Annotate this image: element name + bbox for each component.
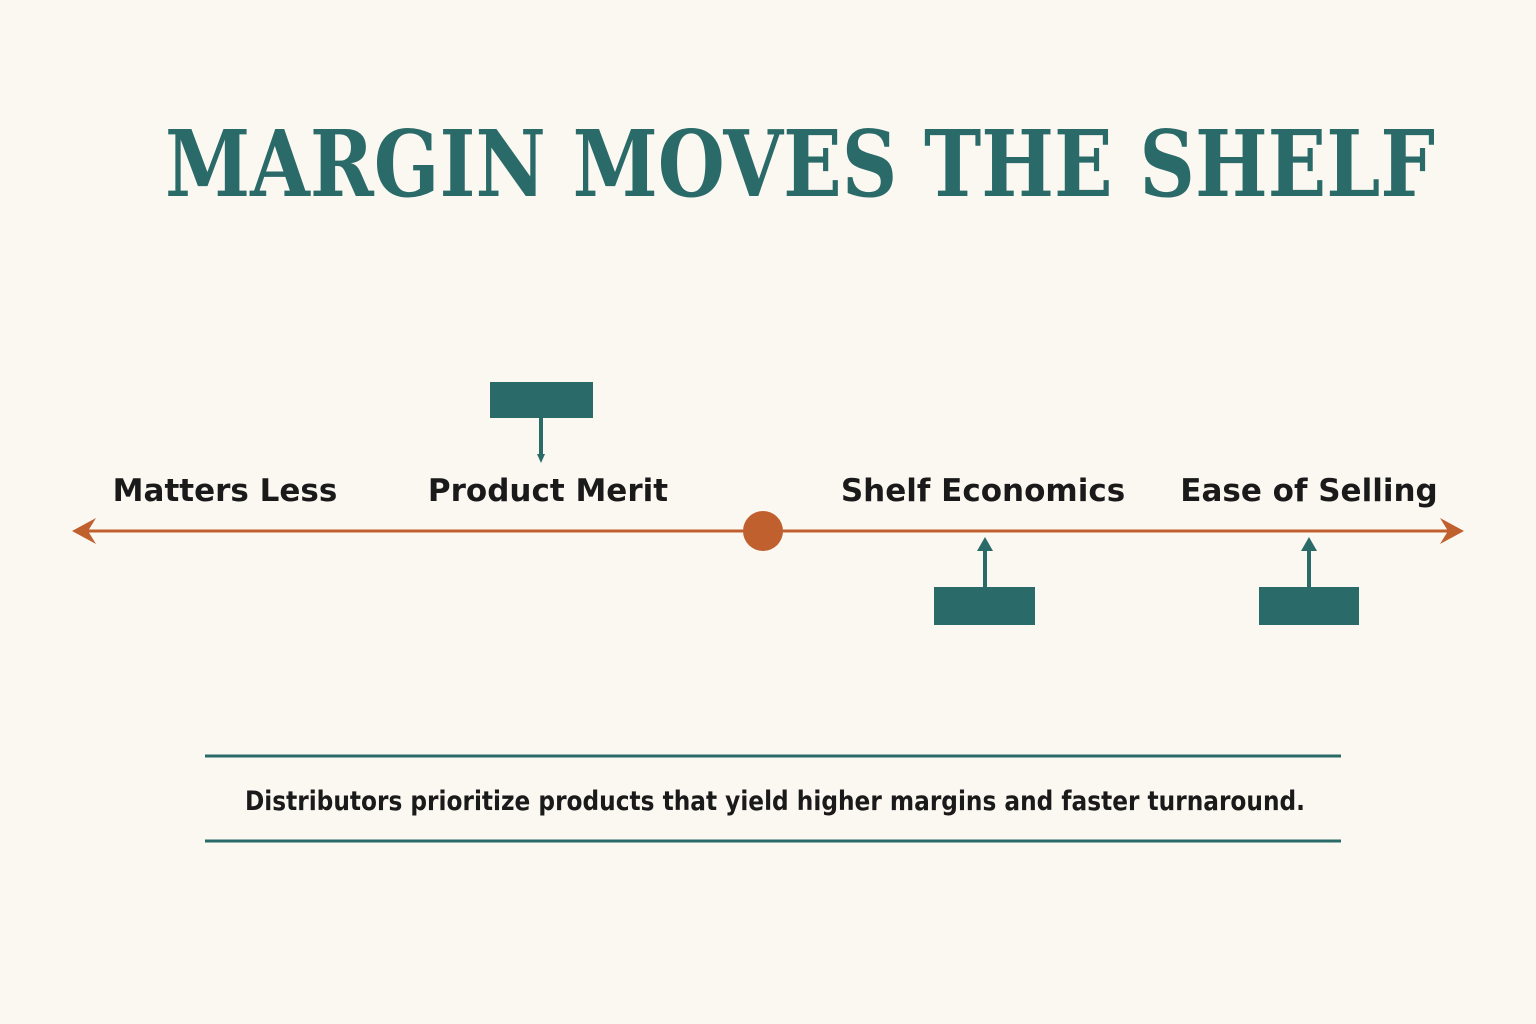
marker-box <box>490 382 593 418</box>
axis-label: Ease of Selling <box>1180 473 1437 509</box>
title: MARGIN MOVES THE SHELF <box>165 110 1435 218</box>
axis-label: Shelf Economics <box>841 473 1125 509</box>
marker-box <box>1259 587 1359 625</box>
axis-label: Matters Less <box>113 473 338 509</box>
caption: Distributors prioritize products that yi… <box>245 786 1305 817</box>
arrow-right <box>1440 518 1464 544</box>
center-dot <box>743 511 783 551</box>
marker-box <box>934 587 1035 625</box>
axis-label: Product Merit <box>428 473 668 509</box>
marker-arrowhead <box>977 537 993 551</box>
arrow-left <box>72 518 96 544</box>
marker-arrowhead <box>1301 537 1317 551</box>
marker-tip <box>537 454 545 463</box>
